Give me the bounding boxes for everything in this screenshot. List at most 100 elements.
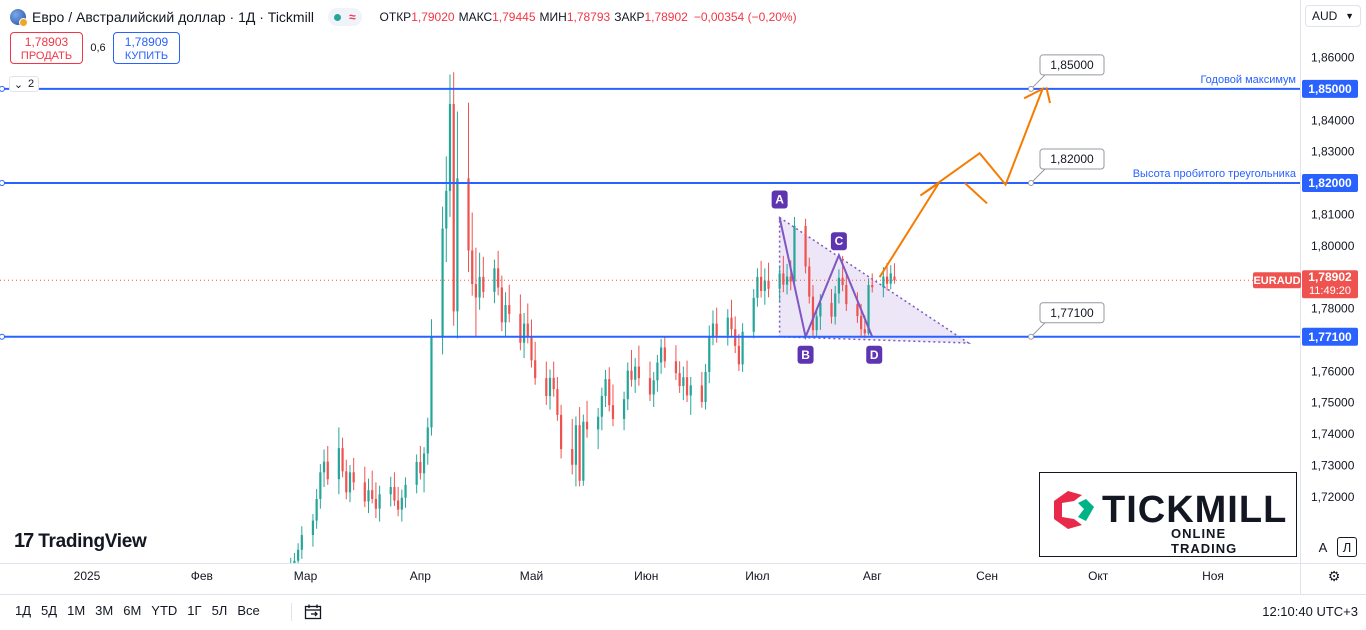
auto-scale-button[interactable]: A	[1318, 539, 1328, 555]
candle-body	[608, 379, 611, 406]
candle-body	[426, 427, 429, 454]
y-tick-label: 1,76000	[1311, 364, 1355, 378]
candle-body	[834, 293, 837, 317]
candle-body	[322, 461, 326, 473]
candle-body	[471, 250, 474, 285]
range-button[interactable]: 1М	[67, 603, 86, 618]
date-range-buttons: 1Д 5Д 1М 3М 6М YTD 1Г 5Л Все	[10, 603, 265, 618]
candle-body	[578, 425, 581, 481]
range-button[interactable]: 5Д	[41, 603, 58, 618]
x-tick-label: Сен	[976, 569, 998, 583]
candle-body	[767, 280, 770, 289]
candle-body	[760, 276, 763, 291]
callout-pointer	[1030, 322, 1046, 338]
candle-body	[345, 471, 348, 493]
price-axis-level-text: 1,82000	[1308, 176, 1352, 190]
pattern-point-badge	[797, 345, 814, 364]
candle-body	[441, 228, 444, 337]
tradingview-logo[interactable]: 17 TradingView	[14, 530, 147, 553]
candle-body	[763, 280, 766, 291]
y-tick-label: 1,73000	[1311, 458, 1355, 472]
candle-body	[585, 421, 589, 430]
x-tick-label: Ноя	[1202, 569, 1224, 583]
sell-price: 1,78903	[24, 35, 69, 49]
buy-label: КУПИТЬ	[124, 50, 169, 62]
tickmill-mark-icon	[1054, 489, 1094, 531]
candle-body	[637, 366, 640, 379]
candle-body	[604, 379, 607, 397]
candle-body	[819, 302, 822, 317]
candle-body	[597, 416, 600, 430]
candle-body	[378, 494, 381, 509]
price-axis-level-text: 1,85000	[1308, 82, 1352, 96]
candle-body	[267, 580, 269, 588]
ohlc-label: МИН	[539, 10, 567, 24]
level-callout-text: 1,82000	[1050, 152, 1094, 166]
currency-select[interactable]: AUD ▼	[1305, 5, 1361, 27]
candle-body	[704, 371, 707, 403]
y-tick-label: 1,74000	[1311, 427, 1355, 441]
candle-body	[882, 276, 885, 288]
candle-body	[548, 377, 552, 397]
candle-body	[830, 302, 833, 317]
y-tick-label: 1,72000	[1311, 490, 1355, 504]
candle-body	[404, 484, 407, 498]
candle-body	[626, 370, 629, 400]
candle-body	[474, 284, 478, 298]
candle-body	[456, 178, 459, 312]
range-button[interactable]: 3М	[95, 603, 114, 618]
candle-body	[685, 377, 689, 396]
market-status-badge[interactable]: ≈	[327, 8, 362, 26]
candle-body	[445, 190, 448, 229]
candle-body	[493, 268, 496, 292]
data-delay-icon: ≈	[348, 10, 356, 24]
range-button[interactable]: 1Д	[15, 603, 32, 618]
clock[interactable]: 12:10:40 UTC+3	[1262, 604, 1358, 619]
candle-body	[726, 317, 729, 336]
range-button[interactable]: YTD	[151, 603, 178, 618]
ohlc-label: МАКС	[458, 10, 493, 24]
candle-body	[574, 425, 578, 465]
ohlc-value: 1,79020	[411, 10, 455, 24]
candle-body	[730, 317, 733, 330]
candle-body	[785, 276, 789, 285]
candle-body	[737, 345, 741, 365]
forecast-arrowhead	[1045, 87, 1051, 104]
pattern-point-label: B	[801, 348, 810, 362]
candle-body	[522, 323, 526, 343]
indicators-collapse-button[interactable]: ⌄ 2	[9, 76, 39, 92]
candle-body	[397, 500, 400, 510]
y-tick-label: 1,84000	[1311, 113, 1355, 127]
candle-body	[319, 472, 322, 499]
candle-body	[674, 361, 678, 374]
candle-body	[682, 377, 685, 387]
candle-body	[497, 268, 500, 288]
candle-body	[545, 378, 548, 397]
plot-area[interactable]: 1,85000 Годовой максимум 1,82000 Высота про…	[0, 54, 1300, 594]
candle-body	[815, 316, 818, 331]
price-chart[interactable]: 1,86000 1,85000 1,84000 1,83000 1,82000 1,810…	[0, 0, 1366, 594]
symbol-title[interactable]: Евро / Австралийский доллар · 1Д · Tickm…	[32, 9, 314, 25]
range-button[interactable]: 1Г	[187, 603, 202, 618]
candle-body	[467, 178, 470, 251]
candle-body	[841, 277, 844, 285]
candle-body	[893, 276, 896, 281]
candle-body	[630, 370, 633, 380]
range-button[interactable]: 6М	[123, 603, 142, 618]
candle-body	[275, 582, 277, 586]
chevron-down-icon: ⌄	[13, 78, 24, 91]
candle-body	[367, 490, 370, 502]
gear-icon[interactable]: ⚙	[1327, 567, 1341, 584]
tradingview-logo-text: TradingView	[38, 530, 147, 552]
candle-body	[622, 399, 626, 419]
range-button[interactable]: 5Л	[211, 603, 228, 618]
calendar-icon[interactable]	[304, 603, 322, 621]
pattern-point-label: A	[775, 193, 784, 207]
sell-label: ПРОДАТЬ	[20, 50, 73, 62]
range-button[interactable]: Все	[237, 603, 260, 618]
log-scale-button[interactable]: Л	[1337, 537, 1357, 557]
sell-button[interactable]: 1,78903 ПРОДАТЬ	[10, 32, 83, 64]
buy-button[interactable]: 1,78909 КУПИТЬ	[113, 32, 180, 64]
y-tick-label: 1,80000	[1311, 239, 1355, 253]
candle-body	[559, 414, 563, 450]
